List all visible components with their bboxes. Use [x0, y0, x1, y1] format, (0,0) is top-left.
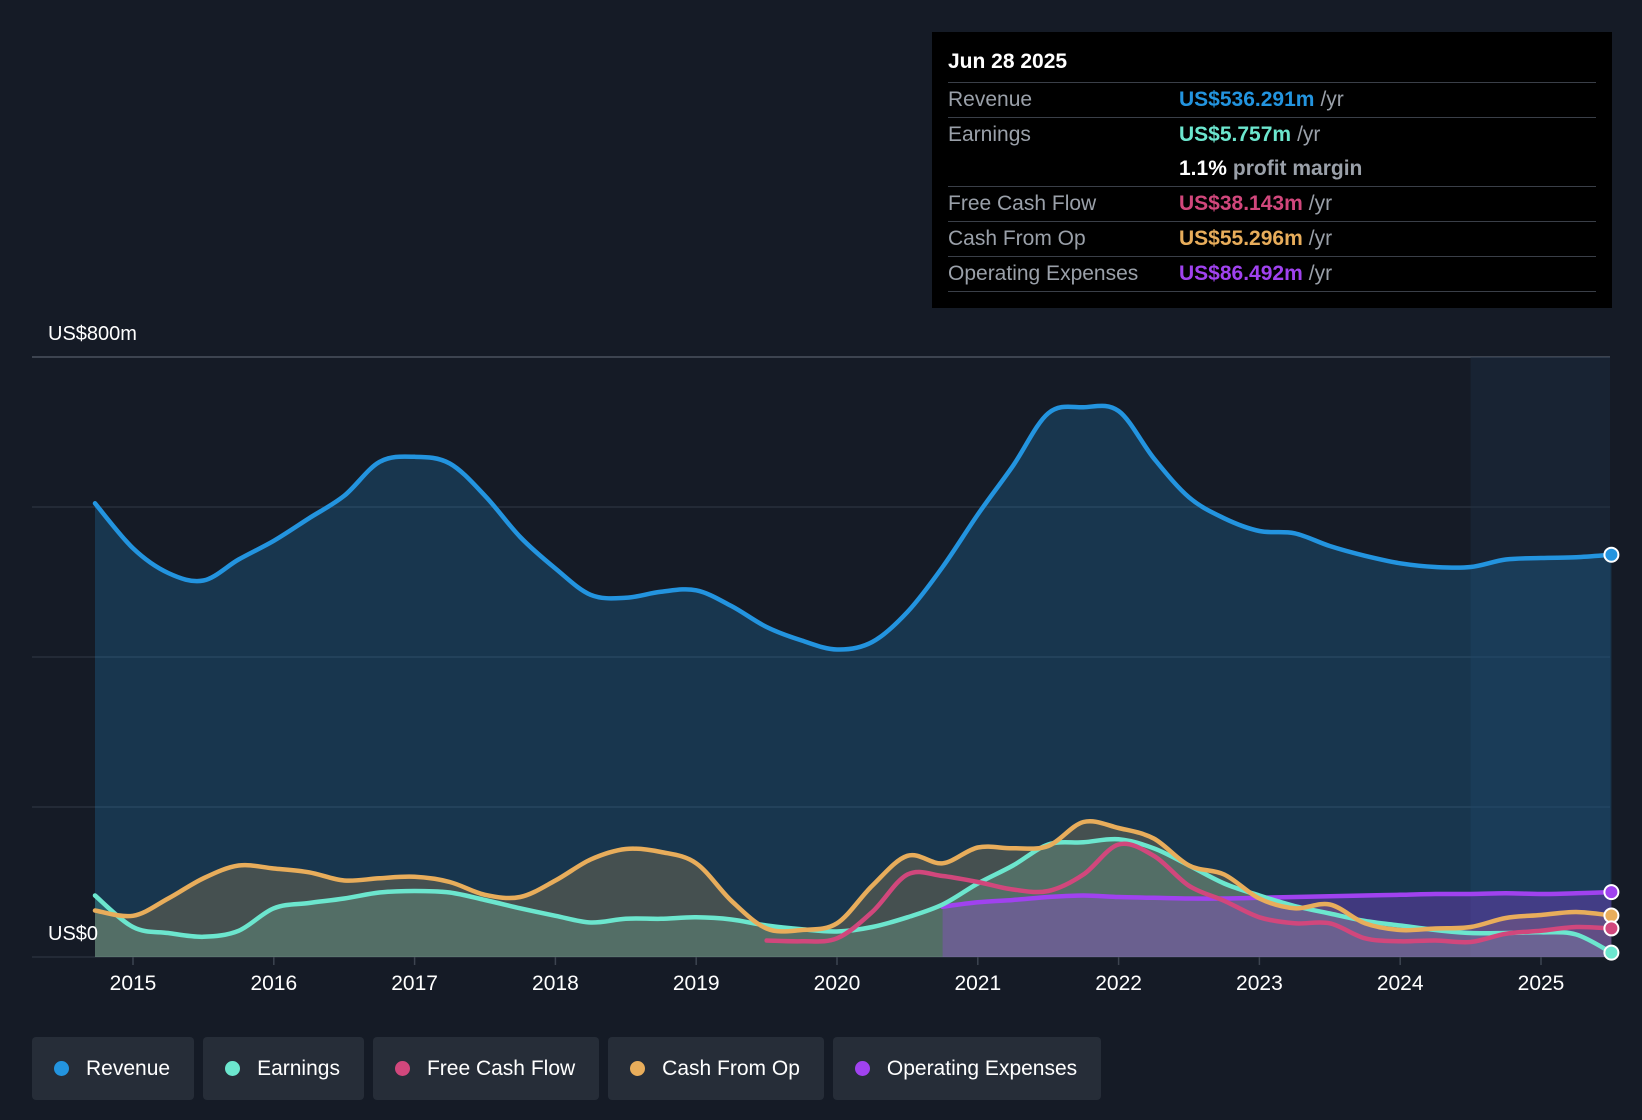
- earnings-dot-icon: [225, 1061, 241, 1076]
- tooltip-label: Free Cash Flow: [948, 192, 1097, 215]
- x-tick-label: 2023: [1236, 972, 1283, 995]
- cash-from-op-line: [92, 819, 1614, 934]
- tooltip-unit: /yr: [1320, 88, 1344, 111]
- tooltip-label: Earnings: [948, 123, 1031, 146]
- tooltip-label: Cash From Op: [948, 227, 1086, 250]
- profit-margin-text: profit margin: [1232, 157, 1363, 180]
- tooltip-value: US$5.757m: [1179, 123, 1292, 146]
- tooltip-unit: /yr: [1308, 192, 1333, 215]
- legend: Revenue Earnings Free Cash Flow Cash Fro…: [32, 1037, 1102, 1100]
- x-tick-label: 2015: [110, 972, 157, 995]
- tooltip-date: Jun 28 2025: [948, 46, 1596, 83]
- cash-from-op-dot-icon: [630, 1061, 646, 1076]
- tooltip-label: [948, 152, 1179, 186]
- revenue-dot-icon: [54, 1061, 69, 1076]
- tooltip-unit: /yr: [1297, 123, 1321, 146]
- revenue-end-dot: [1603, 546, 1620, 563]
- x-tick-label: 2018: [532, 972, 579, 995]
- tooltip-label: Revenue: [948, 88, 1033, 111]
- line-layer: [92, 403, 1614, 955]
- x-tick-label: 2022: [1095, 972, 1142, 995]
- legend-item-operating-expenses[interactable]: Operating Expenses: [832, 1037, 1102, 1100]
- x-tick-label: 2024: [1377, 972, 1424, 995]
- x-tick-label: 2016: [250, 972, 297, 995]
- end-dot-layer: [1603, 546, 1620, 961]
- tooltip-value: US$55.296m: [1179, 227, 1303, 250]
- tooltip-row-cash-from-op: Cash From Op US$55.296m /yr: [948, 222, 1596, 257]
- x-tick-label: 2025: [1518, 972, 1565, 995]
- forecast-band: [1470, 357, 1610, 957]
- grid-layer: [32, 356, 1610, 958]
- legend-label: Free Cash Flow: [426, 1056, 576, 1080]
- legend-label: Cash From Op: [662, 1056, 800, 1080]
- x-tick-label: 2017: [391, 972, 438, 995]
- free-cash-flow-end-dot: [1603, 920, 1620, 937]
- x-tick-label: 2020: [814, 972, 861, 995]
- x-tick-label: 2019: [673, 972, 720, 995]
- operating-expenses-line: [940, 889, 1614, 910]
- tooltip-panel: Jun 28 2025 Revenue US$536.291m /yr Earn…: [932, 32, 1612, 308]
- x-axis-ticks: 2015 2016 2017 2018 2019 2020 2021 2022 2023 2024…: [110, 957, 1565, 995]
- tooltip-label: Operating Expenses: [948, 262, 1139, 285]
- free-cash-flow-dot-icon: [394, 1061, 410, 1076]
- tooltip-row-earnings: Earnings US$5.757m /yr: [948, 118, 1596, 152]
- operating-expenses-dot-icon: [854, 1061, 870, 1076]
- revenue-area: [95, 405, 1612, 957]
- tooltip-row-revenue: Revenue US$536.291m /yr: [948, 83, 1596, 118]
- tooltip-value: US$536.291m: [1179, 88, 1315, 111]
- x-tick-label: 2021: [954, 972, 1001, 995]
- earnings-area: [95, 839, 1612, 957]
- tooltip-row-operating-expenses: Operating Expenses US$86.492m /yr: [948, 257, 1596, 292]
- tooltip-row-free-cash-flow: Free Cash Flow US$38.143m /yr: [948, 187, 1596, 222]
- legend-label: Earnings: [257, 1056, 340, 1080]
- legend-item-free-cash-flow[interactable]: Free Cash Flow: [372, 1037, 600, 1100]
- tooltip-value: US$38.143m: [1179, 192, 1303, 215]
- tooltip-unit: /yr: [1308, 262, 1333, 285]
- earnings-end-dot: [1603, 944, 1620, 961]
- operating-expenses-end-dot: [1603, 884, 1620, 901]
- legend-label: Operating Expenses: [886, 1056, 1078, 1080]
- cash-from-op-area: [95, 821, 1612, 957]
- tooltip-value: US$86.492m: [1179, 262, 1303, 285]
- legend-item-earnings[interactable]: Earnings: [203, 1037, 364, 1100]
- y-axis-bottom-label: US$0: [48, 923, 98, 945]
- legend-item-revenue[interactable]: Revenue: [32, 1037, 195, 1100]
- tooltip-unit: /yr: [1308, 227, 1333, 250]
- revenue-line: [92, 403, 1614, 652]
- profit-margin-value: 1.1%: [1179, 157, 1227, 180]
- free-cash-flow-line: [764, 841, 1614, 945]
- legend-item-cash-from-op[interactable]: Cash From Op: [608, 1037, 824, 1100]
- tooltip-row-profit-margin: 1.1% profit margin: [948, 152, 1596, 187]
- legend-label: Revenue: [86, 1056, 171, 1080]
- y-axis-top-label: US$800m: [48, 323, 137, 345]
